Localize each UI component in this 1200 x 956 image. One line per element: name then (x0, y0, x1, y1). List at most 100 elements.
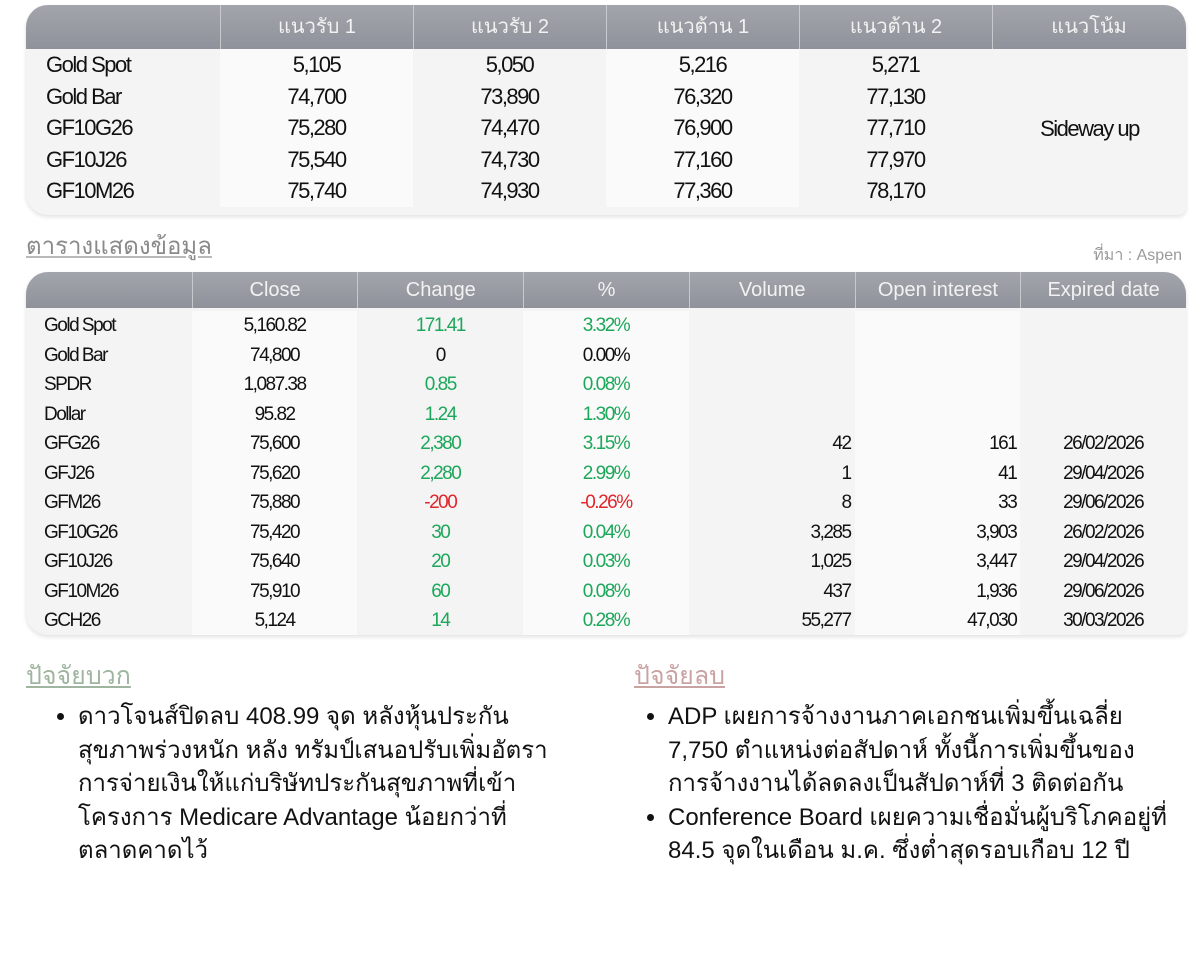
cell-r2: 77,710 (866, 115, 926, 140)
positive-factors-list: ดาวโจนส์ปิดลบ 408.99 จุด หลังหุ้นประกันส… (26, 700, 548, 868)
support-resistance-table: แนวรับ 1 แนวรับ 2 แนวต้าน 1 แนวต้าน 2 แนวโน้… (26, 5, 1186, 215)
table-row: GF10G26 75,280 74,470 76,900 77,710 (26, 112, 993, 144)
cell-volume: 1,025 (810, 551, 853, 572)
column-header: Close (191, 272, 358, 308)
cell-change: 171.41 (415, 315, 467, 336)
cell-r1: 77,360 (606, 175, 799, 207)
table-header: แนวรับ 1 แนวรับ 2 แนวต้าน 1 แนวต้าน 2 แนวโน้… (26, 5, 1186, 49)
cell-r1: 77,160 (606, 143, 799, 175)
row-label: GF10M26 (44, 580, 119, 602)
column-header: แนวต้าน 2 (799, 5, 992, 49)
cell-change: 2,280 (420, 462, 462, 484)
column-header: แนวรับ 1 (220, 5, 413, 49)
cell-change: 14 (431, 610, 451, 631)
cell-pct: -0.26% (523, 488, 689, 518)
row-label: Dollar (44, 403, 86, 425)
cell-pct: 1.30% (523, 399, 689, 429)
cell-close: 75,600 (191, 429, 358, 459)
cell-expiry: 29/04/2026 (1063, 462, 1145, 484)
cell-oi: 41 (854, 458, 1021, 488)
cell-s1: 75,740 (220, 175, 413, 207)
row-label: Gold Bar (44, 344, 108, 366)
cell-r1: 5,216 (606, 49, 799, 81)
cell-s2: 73,890 (480, 83, 540, 109)
row-label: GF10J26 (46, 146, 128, 172)
cell-oi (854, 311, 1021, 341)
cell-s2: 74,470 (480, 115, 540, 140)
cell-oi: 3,903 (854, 517, 1021, 547)
cell-r2: 77,130 (866, 83, 926, 109)
cell-oi (854, 399, 1021, 429)
cell-change: 0 (435, 344, 447, 366)
cell-close: 74,800 (191, 340, 358, 370)
cell-r1: 76,900 (606, 112, 799, 144)
trend-value: Sideway up (1040, 116, 1140, 141)
table-row: GF10M26 75,740 74,930 77,360 78,170 (26, 175, 993, 207)
table-row: Dollar 95.82 1.24 1.30% (26, 399, 1186, 430)
row-label: SPDR (44, 374, 92, 395)
cell-pct: 3.15% (523, 429, 689, 459)
column-header: Open interest (854, 272, 1021, 308)
cell-volume (689, 400, 855, 430)
table-header: Close Change% Volume Open interest Expired d… (26, 272, 1186, 308)
table-row: GFJ26 75,620 2,280 2.99% 1 41 29/04/2026 (26, 458, 1186, 488)
table-row: SPDR 1,087.38 0.85 0.08% (26, 370, 1186, 400)
market-data-table: Close Change% Volume Open interest Expired d… (26, 272, 1186, 635)
cell-pct: 0.04% (523, 517, 689, 547)
cell-change: 0.85 (424, 374, 457, 395)
negative-factors-title: ปัจจัยลบ (634, 662, 726, 690)
cell-volume: 55,277 (801, 610, 852, 631)
cell-s1: 74,700 (220, 80, 413, 112)
table-row: GF10M26 75,910 60 0.08% 437 1,936 29/06/2026 (26, 576, 1186, 606)
cell-close: 75,910 (191, 576, 358, 606)
cell-oi: 33 (854, 488, 1021, 518)
cell-expiry (1020, 341, 1186, 371)
table-row: Gold Spot 5,105 5,050 5,216 5,271 (26, 49, 993, 81)
column-header: Volume (688, 272, 855, 308)
cell-volume (689, 341, 855, 371)
cell-s1: 75,540 (220, 143, 413, 175)
cell-r2: 77,970 (866, 146, 926, 172)
list-item: ดาวโจนส์ปิดลบ 408.99 จุด หลังหุ้นประกันส… (78, 700, 548, 868)
cell-pct: 0.08% (523, 576, 689, 606)
cell-close: 95.82 (191, 399, 358, 429)
cell-s1: 5,105 (220, 49, 413, 81)
table-row: GFM26 75,880 -200 -0.26% 8 33 29/06/2026 (26, 488, 1186, 518)
cell-change: -200 (424, 492, 458, 513)
table-body: Gold Spot 5,105 5,050 5,216 5,271 Gold Bar 74,… (26, 49, 1186, 207)
cell-volume: 42 (832, 433, 852, 454)
column-header (26, 272, 192, 308)
cell-pct: 0.28% (523, 606, 689, 635)
cell-oi: 47,030 (854, 606, 1021, 635)
table-row: GCH26 5,124 14 0.28% 55,277 47,030 30/03/2026 (26, 606, 1186, 635)
cell-change: 2,380 (420, 433, 462, 454)
row-label: GF10G26 (44, 521, 118, 543)
cell-close: 75,880 (191, 488, 358, 518)
cell-expiry: 26/02/2026 (1063, 521, 1145, 543)
cell-close: 1,087.38 (191, 370, 358, 400)
row-label: Gold Bar (46, 83, 122, 109)
cell-close: 5,124 (191, 606, 358, 635)
row-label: GFM26 (44, 492, 101, 513)
cell-s2: 74,730 (480, 146, 540, 172)
cell-expiry: 29/06/2026 (1063, 580, 1145, 602)
cell-change: 20 (431, 551, 451, 572)
cell-r2: 78,170 (866, 178, 926, 203)
cell-close: 75,420 (191, 517, 358, 547)
row-label: Gold Spot (44, 315, 116, 336)
cell-change: 60 (431, 580, 451, 602)
cell-expiry: 26/02/2026 (1063, 433, 1145, 454)
cell-expiry: 29/04/2026 (1063, 551, 1145, 572)
negative-factors-list: ADP เผยการจ้างงานภาคเอกชนเพิ่มขึ้นเฉลี่ย… (616, 700, 1168, 868)
cell-pct: 0.00% (523, 340, 689, 370)
row-label: GFJ26 (44, 462, 95, 484)
row-label: GCH26 (44, 610, 101, 631)
row-label: Gold Spot (46, 52, 132, 77)
cell-r2: 5,271 (871, 52, 921, 77)
cell-oi: 1,936 (854, 576, 1021, 606)
cell-volume: 1 (841, 462, 852, 484)
column-header: % (523, 272, 689, 308)
cell-volume (689, 311, 855, 341)
cell-volume: 8 (841, 492, 852, 513)
positive-factors-title: ปัจจัยบวก (26, 662, 131, 690)
